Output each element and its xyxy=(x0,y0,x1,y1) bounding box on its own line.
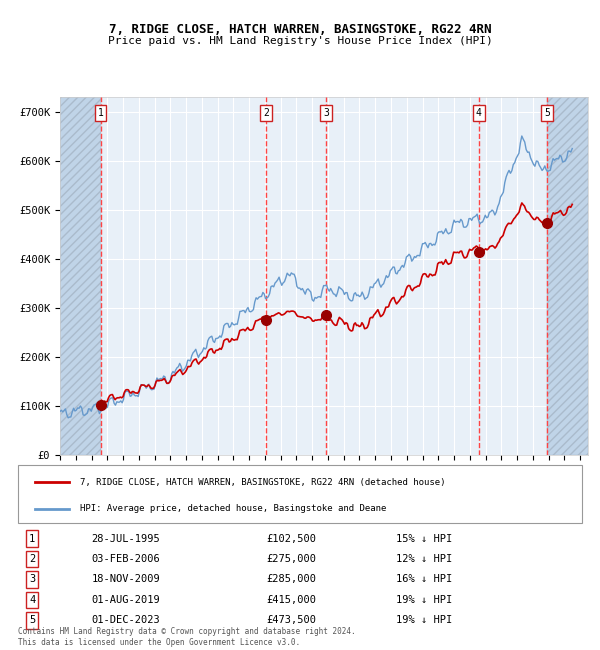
Text: 4: 4 xyxy=(476,108,482,118)
Text: 4: 4 xyxy=(29,595,35,605)
Text: 16% ↓ HPI: 16% ↓ HPI xyxy=(396,575,452,584)
Text: 7, RIDGE CLOSE, HATCH WARREN, BASINGSTOKE, RG22 4RN (detached house): 7, RIDGE CLOSE, HATCH WARREN, BASINGSTOK… xyxy=(80,478,446,487)
Text: 1: 1 xyxy=(98,108,103,118)
Text: HPI: Average price, detached house, Basingstoke and Deane: HPI: Average price, detached house, Basi… xyxy=(80,504,386,513)
Text: Contains HM Land Registry data © Crown copyright and database right 2024.
This d: Contains HM Land Registry data © Crown c… xyxy=(18,627,356,647)
Text: 01-DEC-2023: 01-DEC-2023 xyxy=(91,616,160,625)
Text: 28-JUL-1995: 28-JUL-1995 xyxy=(91,534,160,543)
Text: 03-FEB-2006: 03-FEB-2006 xyxy=(91,554,160,564)
Text: 15% ↓ HPI: 15% ↓ HPI xyxy=(396,534,452,543)
Text: 01-AUG-2019: 01-AUG-2019 xyxy=(91,595,160,605)
Text: 19% ↓ HPI: 19% ↓ HPI xyxy=(396,616,452,625)
Text: £473,500: £473,500 xyxy=(266,616,316,625)
Text: 18-NOV-2009: 18-NOV-2009 xyxy=(91,575,160,584)
Text: 3: 3 xyxy=(323,108,329,118)
Text: £415,000: £415,000 xyxy=(266,595,316,605)
Text: 12% ↓ HPI: 12% ↓ HPI xyxy=(396,554,452,564)
Text: £285,000: £285,000 xyxy=(266,575,316,584)
Text: 2: 2 xyxy=(263,108,269,118)
FancyBboxPatch shape xyxy=(18,465,582,523)
Text: 19% ↓ HPI: 19% ↓ HPI xyxy=(396,595,452,605)
Text: Price paid vs. HM Land Registry's House Price Index (HPI): Price paid vs. HM Land Registry's House … xyxy=(107,36,493,46)
Text: 7, RIDGE CLOSE, HATCH WARREN, BASINGSTOKE, RG22 4RN: 7, RIDGE CLOSE, HATCH WARREN, BASINGSTOK… xyxy=(109,23,491,36)
Text: £275,000: £275,000 xyxy=(266,554,316,564)
Text: 5: 5 xyxy=(544,108,550,118)
Bar xyxy=(60,98,101,455)
Text: £102,500: £102,500 xyxy=(266,534,316,543)
Bar xyxy=(547,98,588,455)
Text: 2: 2 xyxy=(29,554,35,564)
Text: 5: 5 xyxy=(29,616,35,625)
Text: 1: 1 xyxy=(29,534,35,543)
Text: 3: 3 xyxy=(29,575,35,584)
